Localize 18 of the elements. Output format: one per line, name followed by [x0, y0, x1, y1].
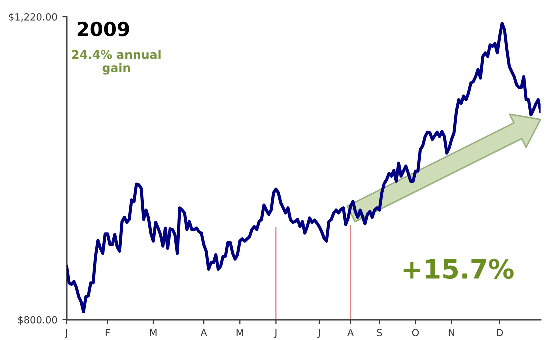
- x-tick-label: N: [449, 329, 455, 336]
- y-tick-label: $800.00: [18, 316, 58, 326]
- x-tick-label: J: [318, 329, 320, 338]
- x-tick-label: J: [64, 329, 68, 338]
- x-tick-label: A: [348, 329, 354, 336]
- x-tick-label: M: [150, 329, 157, 336]
- x-tick-label: S: [377, 329, 382, 336]
- x-tick-label: J: [274, 329, 277, 338]
- x-tick-label: O: [412, 329, 420, 336]
- y-tick-label: $1,220.00: [9, 13, 58, 22]
- line-series: [66, 22, 541, 314]
- annotation: 24.4% annual gain: [72, 50, 161, 75]
- x-tick-label: M: [236, 329, 244, 336]
- chart-title: 2009: [78, 22, 130, 37]
- x-tick-label: F: [106, 329, 110, 336]
- annotation: +15.7%: [404, 259, 514, 280]
- x-tick-label: D: [497, 329, 504, 336]
- x-tick-label: A: [200, 329, 208, 336]
